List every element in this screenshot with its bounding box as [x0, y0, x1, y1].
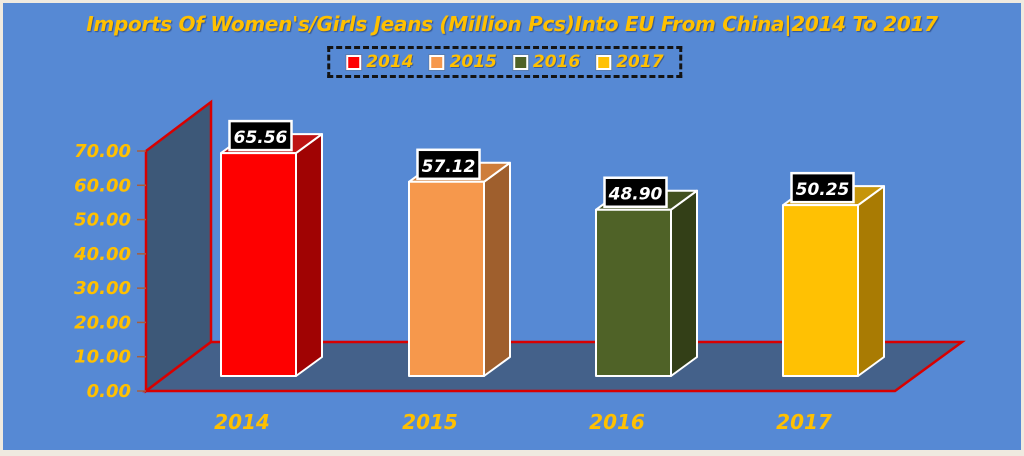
legend-item-label: 2014	[366, 52, 414, 72]
y-axis-tick-label: 70.00	[74, 141, 131, 162]
y-axis-tick-label: 20.00	[74, 312, 131, 333]
bar-2017-side-face	[857, 185, 885, 377]
y-axis-tick-label: 40.00	[73, 244, 131, 265]
data-label-box-2014	[228, 119, 293, 152]
data-label-value-2017: 50.25	[796, 180, 850, 200]
legend-item-label: 2017	[616, 52, 664, 72]
legend-swatch-2017	[596, 54, 612, 70]
data-label-box-2016	[603, 176, 668, 208]
y-axis-tick-label: 0.00	[87, 381, 131, 402]
legend-swatch-2015	[429, 54, 445, 70]
data-label-box-2017	[790, 171, 855, 204]
bar-2014-side-face	[295, 133, 323, 377]
y-axis-tick-label: 30.00	[74, 278, 131, 299]
data-label-box-2015	[416, 148, 481, 181]
legend-swatch-2014	[346, 54, 362, 70]
bar-2017-front-face	[782, 204, 859, 377]
legend-swatch-2016	[512, 54, 528, 70]
y-axis-tick-label: 60.00	[74, 175, 131, 196]
x-axis-label-2017: 2017	[776, 410, 832, 434]
chart-left-wall	[144, 99, 213, 394]
plot-area: 0.00 10.00 20.00 30.00 40.00 50.00 60.00 70.00 6…	[73, 99, 966, 434]
legend: 2014 2015 2016 2017	[327, 46, 683, 78]
chart-title: Imports Of Women's/Girls Jeans (Million …	[86, 12, 938, 36]
legend-item-2017: 2017	[596, 52, 664, 72]
legend-item-2014: 2014	[346, 52, 414, 72]
bar-2016-front-face	[595, 208, 672, 377]
x-axis-label-2014: 2014	[214, 410, 270, 434]
bar-2014-front-face	[220, 152, 297, 377]
chart-floor	[142, 340, 966, 393]
y-axis-tick-label: 10.00	[74, 347, 131, 368]
bar-2016-side-face	[670, 189, 698, 377]
legend-item-label: 2015	[449, 52, 497, 72]
data-label-value-2014: 65.56	[234, 128, 288, 148]
y-axis-tick-label: 50.00	[74, 210, 131, 231]
data-label-value-2015: 57.12	[422, 157, 476, 177]
legend-item-2016: 2016	[512, 52, 581, 72]
legend-item-label: 2016	[532, 52, 581, 72]
legend-item-2015: 2015	[429, 52, 497, 72]
x-axis-label-2015: 2015	[402, 410, 458, 434]
x-axis-label-2016: 2016	[589, 410, 645, 434]
bar-2015-front-face	[408, 180, 485, 377]
data-label-value-2016: 48.90	[608, 185, 663, 205]
bar-2015-side-face	[483, 161, 511, 377]
